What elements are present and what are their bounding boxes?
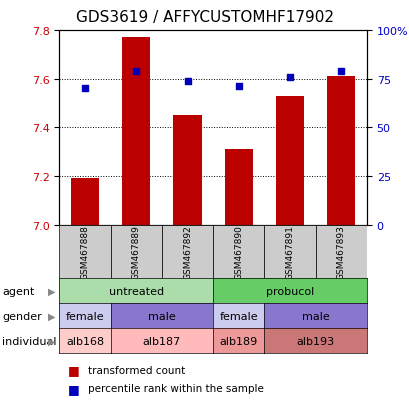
Text: GSM467890: GSM467890 bbox=[234, 225, 243, 279]
Point bbox=[337, 69, 344, 75]
Bar bbox=[315, 225, 366, 279]
Text: percentile rank within the sample: percentile rank within the sample bbox=[88, 383, 263, 393]
Bar bbox=[275, 97, 303, 225]
Text: ▶: ▶ bbox=[48, 311, 55, 321]
Text: untreated: untreated bbox=[108, 286, 164, 296]
Bar bbox=[213, 225, 264, 279]
Text: ■: ■ bbox=[67, 382, 79, 395]
Text: gender: gender bbox=[2, 311, 42, 321]
Text: GSM467891: GSM467891 bbox=[285, 225, 294, 279]
Point bbox=[133, 69, 139, 75]
Text: alb168: alb168 bbox=[66, 336, 104, 346]
Text: male: male bbox=[148, 311, 175, 321]
Point bbox=[184, 78, 190, 85]
Bar bbox=[326, 77, 355, 225]
Text: GSM467893: GSM467893 bbox=[336, 225, 345, 279]
Bar bbox=[71, 179, 99, 225]
Text: GSM467888: GSM467888 bbox=[81, 225, 89, 279]
Point bbox=[235, 84, 241, 90]
Text: alb187: alb187 bbox=[142, 336, 181, 346]
Text: ■: ■ bbox=[67, 363, 79, 376]
Text: GSM467892: GSM467892 bbox=[183, 225, 191, 279]
Text: agent: agent bbox=[2, 286, 34, 296]
Text: probucol: probucol bbox=[265, 286, 313, 296]
Bar bbox=[173, 116, 201, 225]
Text: GSM467889: GSM467889 bbox=[132, 225, 140, 279]
Point bbox=[82, 86, 88, 93]
Text: ▶: ▶ bbox=[48, 336, 55, 346]
Text: GDS3619 / AFFYCUSTOMHF17902: GDS3619 / AFFYCUSTOMHF17902 bbox=[76, 10, 333, 25]
Text: alb193: alb193 bbox=[296, 336, 334, 346]
Text: female: female bbox=[219, 311, 258, 321]
Bar bbox=[264, 225, 315, 279]
Bar bbox=[122, 38, 150, 225]
Bar bbox=[110, 225, 162, 279]
Point bbox=[286, 74, 292, 81]
Text: male: male bbox=[301, 311, 329, 321]
Bar bbox=[162, 225, 213, 279]
Text: individual: individual bbox=[2, 336, 56, 346]
Text: ▶: ▶ bbox=[48, 286, 55, 296]
Bar bbox=[59, 225, 110, 279]
Text: alb189: alb189 bbox=[219, 336, 257, 346]
Bar bbox=[224, 150, 252, 225]
Text: transformed count: transformed count bbox=[88, 365, 185, 375]
Text: female: female bbox=[65, 311, 104, 321]
